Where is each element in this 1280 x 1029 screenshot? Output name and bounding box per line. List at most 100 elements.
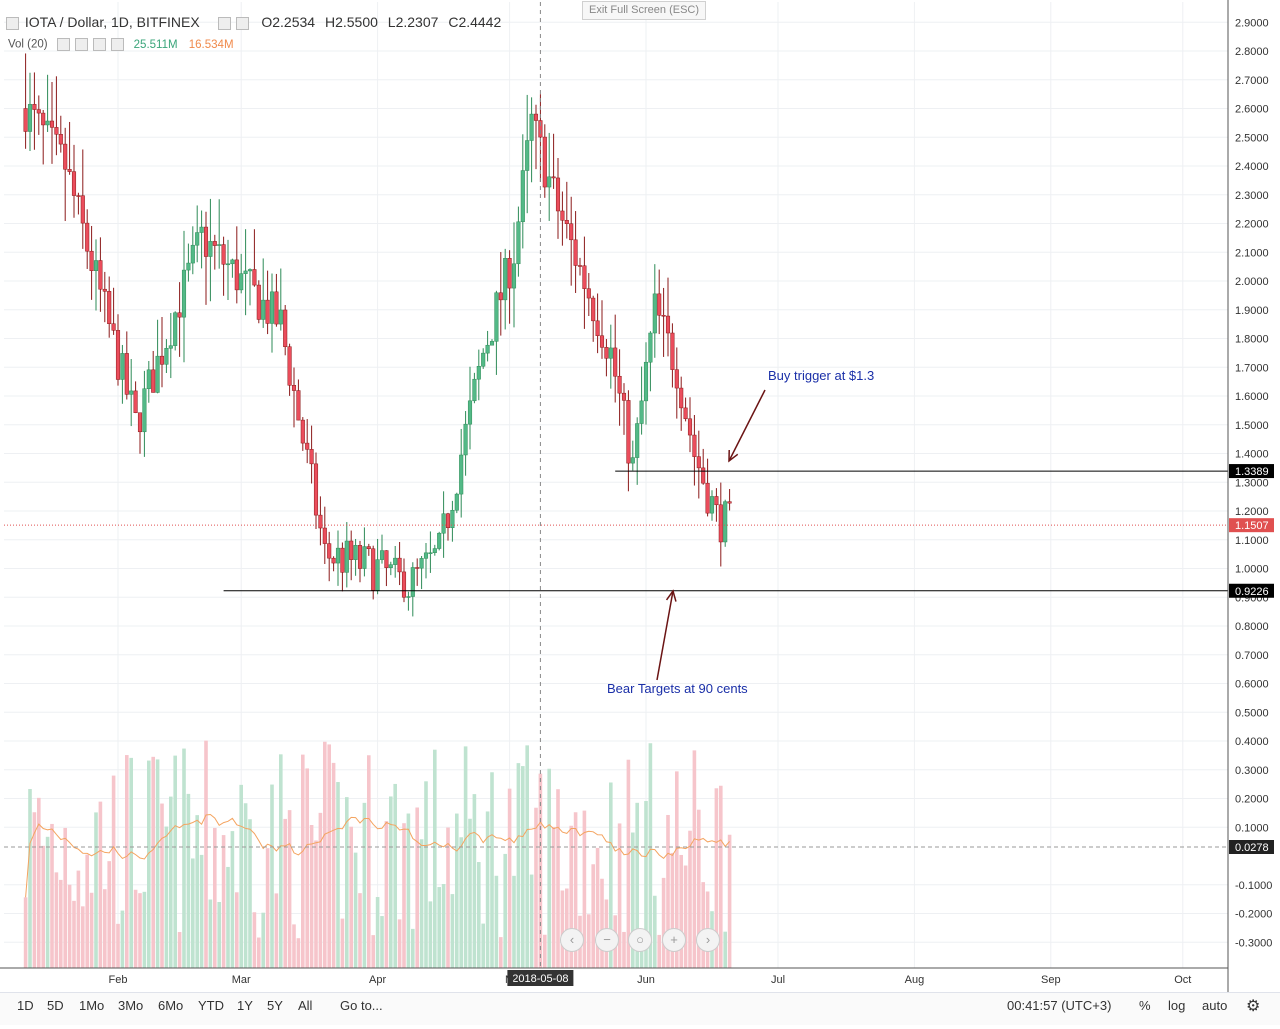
auto-toggle[interactable]: auto [1202, 998, 1228, 1013]
candle-body [670, 332, 675, 370]
bear-targets-annotation[interactable]: Bear Targets at 90 cents [607, 681, 748, 696]
candle [80, 149, 85, 249]
timeframe-all[interactable]: All [298, 998, 313, 1013]
settings-icon[interactable] [75, 38, 89, 51]
candle [498, 252, 503, 336]
percent-toggle[interactable]: % [1139, 998, 1151, 1013]
volume-bar [89, 892, 94, 968]
timeframe-5d[interactable]: 5D [47, 998, 64, 1013]
volume-bar [279, 754, 283, 968]
candle [331, 556, 336, 572]
candle-body [309, 449, 314, 465]
timeframe-ytd[interactable]: YTD [198, 998, 224, 1013]
add-icon[interactable] [93, 38, 107, 51]
timeframe-1mo[interactable]: 1Mo [79, 998, 105, 1013]
candle-body [569, 223, 574, 241]
bear-target-arrow[interactable] [656, 589, 677, 681]
candle-body [476, 366, 481, 380]
candle [705, 458, 710, 517]
candle [564, 181, 569, 239]
lower-level-tag-box [1229, 583, 1274, 598]
zoom-out-icon[interactable]: − [595, 928, 619, 952]
collapse-icon[interactable] [6, 16, 19, 30]
candle-body [485, 344, 490, 354]
scroll-left-icon[interactable]: ‹ [560, 928, 584, 952]
horizontal-levels[interactable] [4, 470, 1228, 848]
volume-bar [349, 826, 353, 968]
candle-body [705, 482, 710, 514]
candle [151, 350, 156, 393]
candle-body [32, 104, 37, 110]
candle-body [401, 571, 407, 598]
candle [274, 273, 279, 327]
volume-bar [81, 906, 85, 968]
volume-bar [208, 899, 213, 968]
candle-body [252, 269, 257, 286]
timeframe-6mo[interactable]: 6Mo [158, 998, 184, 1013]
volume-bar [455, 813, 459, 968]
log-toggle[interactable]: log [1168, 998, 1186, 1013]
x-tick-label: Jul [771, 974, 785, 986]
y-tick-label: 0.1000 [1235, 822, 1269, 834]
candle [727, 489, 732, 511]
volume-bar [670, 852, 675, 968]
y-tick-label: 2.3000 [1235, 190, 1269, 202]
annotation-arrows[interactable] [656, 389, 766, 681]
volume-bar [512, 875, 516, 968]
more-icon[interactable] [236, 16, 250, 30]
volume-bar [437, 887, 441, 968]
candle [555, 157, 561, 239]
candle-body [674, 369, 679, 389]
candle [300, 417, 305, 451]
volume-bar [701, 882, 705, 968]
candle-body [349, 540, 354, 560]
volume-ma-tag-box [1229, 840, 1274, 854]
candle-body [45, 120, 50, 126]
settings-icon[interactable] [217, 16, 231, 30]
candle-body [331, 557, 336, 564]
candle [648, 331, 653, 392]
volume-bar [177, 932, 182, 968]
scroll-right-icon[interactable]: › [696, 928, 720, 952]
y-tick-label: -0.2000 [1235, 909, 1272, 921]
reset-icon[interactable]: ○ [628, 928, 652, 952]
volume-bar [362, 802, 367, 968]
buy-trigger-arrow[interactable] [728, 389, 766, 463]
eye-icon[interactable] [56, 38, 70, 51]
volume-bar [147, 760, 151, 968]
timeframe-1d[interactable]: 1D [17, 998, 34, 1013]
candle [577, 257, 583, 276]
candle [714, 488, 719, 522]
candle [27, 72, 33, 152]
candle-body [357, 545, 363, 569]
volume-ma-tag: 0.0278 [1229, 840, 1274, 854]
candle-body [604, 347, 609, 359]
candle-body [582, 265, 587, 289]
candle-body [551, 176, 556, 179]
volume-bar [446, 827, 450, 968]
exit-fullscreen-button[interactable]: Exit Full Screen (ESC) [582, 1, 706, 20]
y-tick-label: 1.0000 [1235, 564, 1269, 576]
timeframe-5y[interactable]: 5Y [267, 998, 283, 1013]
timeframe-3mo[interactable]: 3Mo [118, 998, 144, 1013]
volume-bar [314, 840, 318, 968]
candle [32, 72, 37, 150]
buy-trigger-annotation[interactable]: Buy trigger at $1.3 [768, 368, 875, 383]
zoom-in-icon[interactable]: + [662, 928, 686, 952]
candle [296, 379, 301, 421]
volume-label: Vol (20) [8, 38, 48, 51]
candle [709, 490, 715, 521]
goto-button[interactable]: Go to... [340, 998, 383, 1013]
timeframe-1y[interactable]: 1Y [237, 998, 253, 1013]
volume-bar [507, 788, 512, 968]
volume-bar [494, 875, 499, 968]
close-icon[interactable] [111, 38, 125, 51]
volume-bar [182, 748, 186, 968]
gear-icon[interactable]: ⚙ [1246, 998, 1261, 1015]
volume-ma-value: 16.534M [188, 38, 234, 51]
candle [428, 531, 433, 573]
candle-body [89, 250, 94, 271]
x-tick-label: Aug [905, 974, 925, 986]
